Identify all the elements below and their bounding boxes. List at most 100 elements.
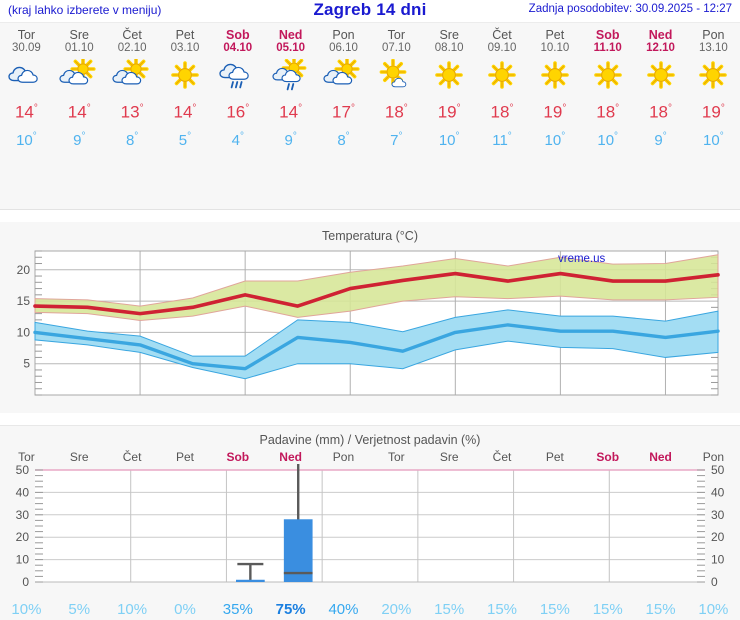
svg-text:30: 30: [16, 508, 30, 522]
high-temp-value: 18°: [649, 102, 672, 122]
day-weather-cell-5: [264, 55, 317, 96]
high-temp-value: 18°: [490, 102, 514, 122]
day-name: Tor: [387, 28, 406, 42]
low-temp-value: 10°: [438, 130, 460, 149]
svg-text:40: 40: [711, 485, 725, 499]
low-temp-value: 11°: [492, 130, 512, 149]
low-temp-value: 9°: [73, 130, 86, 149]
high-temp-cell-10: 19°: [528, 96, 581, 126]
day-header-8[interactable]: Sre 08.10: [423, 23, 476, 55]
sunny-icon: [159, 56, 212, 96]
precipitation-chart: Padavine (mm) / Verjetnost padavin (%) T…: [0, 425, 740, 620]
day-name: Pon: [702, 28, 725, 42]
day-date: 10.10: [540, 42, 570, 54]
low-temp-cell-12: 9°: [634, 126, 687, 152]
precip-probability-2: 10%: [117, 601, 148, 618]
precip-day-label-1: Sre: [69, 450, 89, 464]
day-header-10[interactable]: Pet 10.10: [528, 23, 581, 55]
sunny-icon: [581, 56, 634, 96]
day-weather-cell-9: [476, 55, 529, 96]
last-update-text: Zadnja posodobitev: 30.09.2025 - 12:27: [528, 3, 732, 15]
day-name-row: Tor 30.09 Sre 01.10 Čet 02.10 Pet 03.10 Sob 04.10…: [0, 23, 740, 55]
high-temp-value: 19°: [437, 102, 461, 122]
precip-day-label-3: Pet: [175, 450, 194, 464]
day-name: Pon: [332, 28, 355, 42]
day-name: Pet: [175, 28, 195, 42]
precip-day-label-9: Čet: [492, 450, 512, 464]
day-name: Tor: [17, 28, 36, 42]
low-temp-cell-11: 10°: [581, 126, 634, 152]
precip-day-label-7: Tor: [387, 450, 405, 464]
day-weather-cell-7: [370, 55, 423, 96]
day-name: Čet: [492, 28, 512, 42]
day-header-9[interactable]: Čet 09.10: [476, 23, 529, 55]
precip-probability-4: 35%: [222, 601, 253, 618]
temperature-chart: Temperatura (°C) 5 10 15 20 vreme.us: [0, 222, 740, 413]
mostly-sunny-icon: [370, 56, 423, 96]
partly-sunny-icon: [106, 56, 159, 96]
low-temp-cell-8: 10°: [423, 126, 476, 152]
low-temp-value: 8°: [337, 130, 350, 149]
precip-probability-1: 5%: [68, 601, 91, 618]
high-temp-value: 19°: [543, 102, 567, 122]
day-header-12[interactable]: Ned 12.10: [634, 23, 687, 55]
precip-day-label-2: Čet: [122, 450, 142, 464]
day-header-1[interactable]: Sre 01.10: [53, 23, 106, 55]
low-temp-cell-6: 8°: [317, 126, 370, 152]
low-temp-value: 8°: [125, 130, 139, 149]
low-temp-value: 10°: [16, 130, 37, 149]
low-temp-cell-0: 10°: [0, 126, 53, 152]
high-temp-cell-3: 14°: [159, 96, 212, 126]
svg-text:0: 0: [711, 575, 718, 589]
high-temp-value: 17°: [332, 102, 355, 122]
day-weather-cell-13: [687, 55, 740, 96]
day-header-4[interactable]: Sob 04.10: [211, 23, 264, 55]
day-name: Sob: [225, 28, 250, 42]
day-date: 03.10: [170, 42, 200, 54]
high-temp-row: 14° 14° 13° 14° 16° 14° 17° 18° 19° 18° 19° 18° 18° 1…: [0, 96, 740, 126]
precip-day-label-13: Pon: [702, 450, 725, 464]
day-name: Sre: [69, 28, 89, 42]
precip-probability-6: 40%: [328, 601, 359, 618]
low-temp-cell-5: 9°: [264, 126, 317, 152]
low-temp-cell-13: 10°: [687, 126, 740, 152]
day-date: 05.10: [276, 42, 306, 54]
day-date: 09.10: [487, 42, 517, 54]
page-header: (kraj lahko izberete v meniju) Zagreb 14…: [0, 0, 740, 22]
high-temp-value: 18°: [596, 102, 620, 122]
day-header-11[interactable]: Sob 11.10: [581, 23, 634, 55]
day-header-3[interactable]: Pet 03.10: [159, 23, 212, 55]
day-date: 08.10: [434, 42, 464, 54]
day-header-13[interactable]: Pon 13.10: [687, 23, 740, 55]
day-weather-cell-3: [159, 55, 212, 96]
high-temp-value: 14°: [173, 102, 197, 122]
section-divider: [0, 210, 740, 222]
low-temp-cell-7: 7°: [370, 126, 423, 152]
low-temp-value: 10°: [544, 130, 566, 149]
day-weather-cell-6: [317, 55, 370, 96]
svg-text:40: 40: [16, 485, 30, 499]
low-temp-value: 7°: [390, 130, 403, 149]
high-temp-cell-12: 18°: [634, 96, 687, 126]
day-header-6[interactable]: Pon 06.10: [317, 23, 370, 55]
day-weather-cell-11: [581, 55, 634, 96]
high-temp-value: 14°: [14, 102, 38, 122]
day-date: 04.10: [223, 42, 253, 54]
day-header-7[interactable]: Tor 07.10: [370, 23, 423, 55]
day-header-2[interactable]: Čet 02.10: [106, 23, 159, 55]
precip-day-label-0: Tor: [18, 450, 35, 464]
day-weather-cell-2: [106, 55, 159, 96]
high-temp-cell-9: 18°: [476, 96, 529, 126]
precipitation-plot: 0 0 10 10 20 20 30 30 40 40 50 50: [16, 464, 725, 589]
precip-day-label-12: Ned: [649, 450, 672, 464]
precipitation-chart-title: Padavine (mm) / Verjetnost padavin (%): [259, 433, 481, 447]
cloudy-icon: [0, 56, 53, 96]
precip-day-label-8: Sre: [439, 450, 459, 464]
day-date: 30.09: [12, 42, 41, 54]
day-header-0[interactable]: Tor 30.09: [0, 23, 53, 55]
precip-probability-11: 15%: [592, 601, 623, 618]
high-temp-cell-6: 17°: [317, 96, 370, 126]
day-name: Pet: [545, 28, 565, 42]
high-temp-value: 14°: [279, 102, 303, 122]
day-header-5[interactable]: Ned 05.10: [264, 23, 317, 55]
